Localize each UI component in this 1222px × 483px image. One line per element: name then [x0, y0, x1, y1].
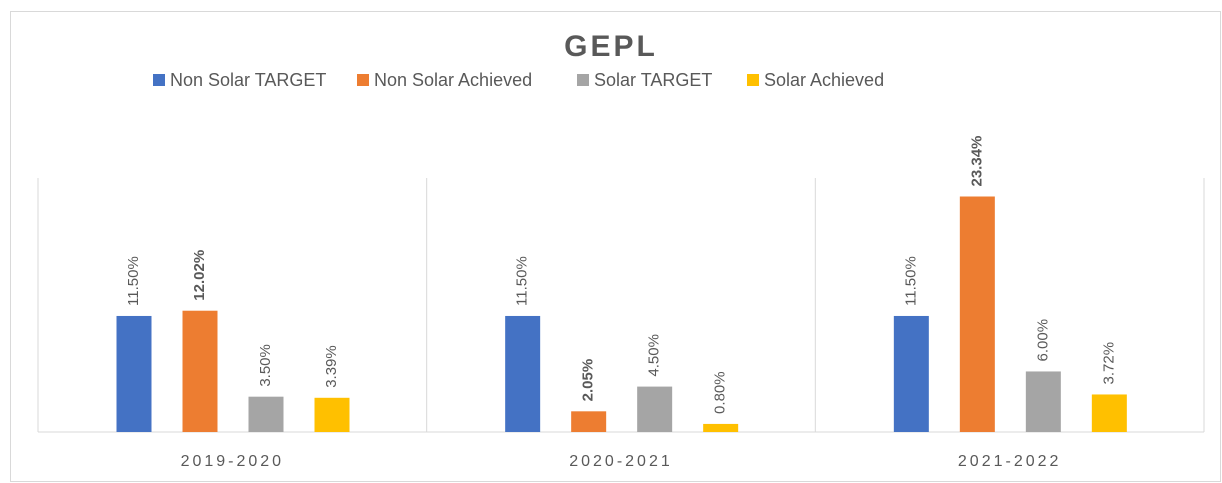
- data-label: 2.05%: [580, 359, 597, 402]
- legend-label: Non Solar Achieved: [374, 70, 532, 90]
- bar: [248, 396, 284, 432]
- data-label: 6.00%: [1034, 319, 1051, 362]
- bar: [893, 315, 929, 432]
- legend-swatch: [577, 74, 589, 86]
- bar: [1091, 394, 1127, 432]
- bar: [505, 315, 541, 432]
- bar: [703, 423, 739, 432]
- x-tick-label: 2020-2021: [569, 453, 673, 470]
- x-tick-label: 2019-2020: [181, 453, 285, 470]
- bar: [1025, 371, 1061, 432]
- data-label: 3.39%: [323, 345, 340, 388]
- data-label: 4.50%: [646, 334, 663, 377]
- data-label: 23.34%: [968, 136, 985, 187]
- x-tick-label: 2021-2022: [958, 453, 1062, 470]
- legend-swatch: [357, 74, 369, 86]
- data-label: 11.50%: [902, 256, 919, 306]
- legend-label: Solar TARGET: [594, 70, 712, 90]
- legend-swatch: [153, 74, 165, 86]
- legend-label: Solar Achieved: [764, 70, 884, 90]
- bar: [314, 397, 350, 432]
- legend-swatch: [747, 74, 759, 86]
- data-label: 0.80%: [712, 371, 729, 414]
- bar: [571, 411, 607, 432]
- data-label: 11.50%: [125, 256, 142, 306]
- data-label: 3.72%: [1100, 342, 1117, 385]
- bar: [116, 315, 152, 432]
- data-label: 3.50%: [257, 344, 274, 387]
- data-label: 12.02%: [191, 250, 208, 301]
- data-label: 11.50%: [514, 256, 531, 306]
- legend-label: Non Solar TARGET: [170, 70, 326, 90]
- bar: [959, 196, 995, 432]
- chart-title: GEPL: [564, 30, 658, 63]
- bar: [637, 386, 673, 432]
- bar: [182, 310, 218, 432]
